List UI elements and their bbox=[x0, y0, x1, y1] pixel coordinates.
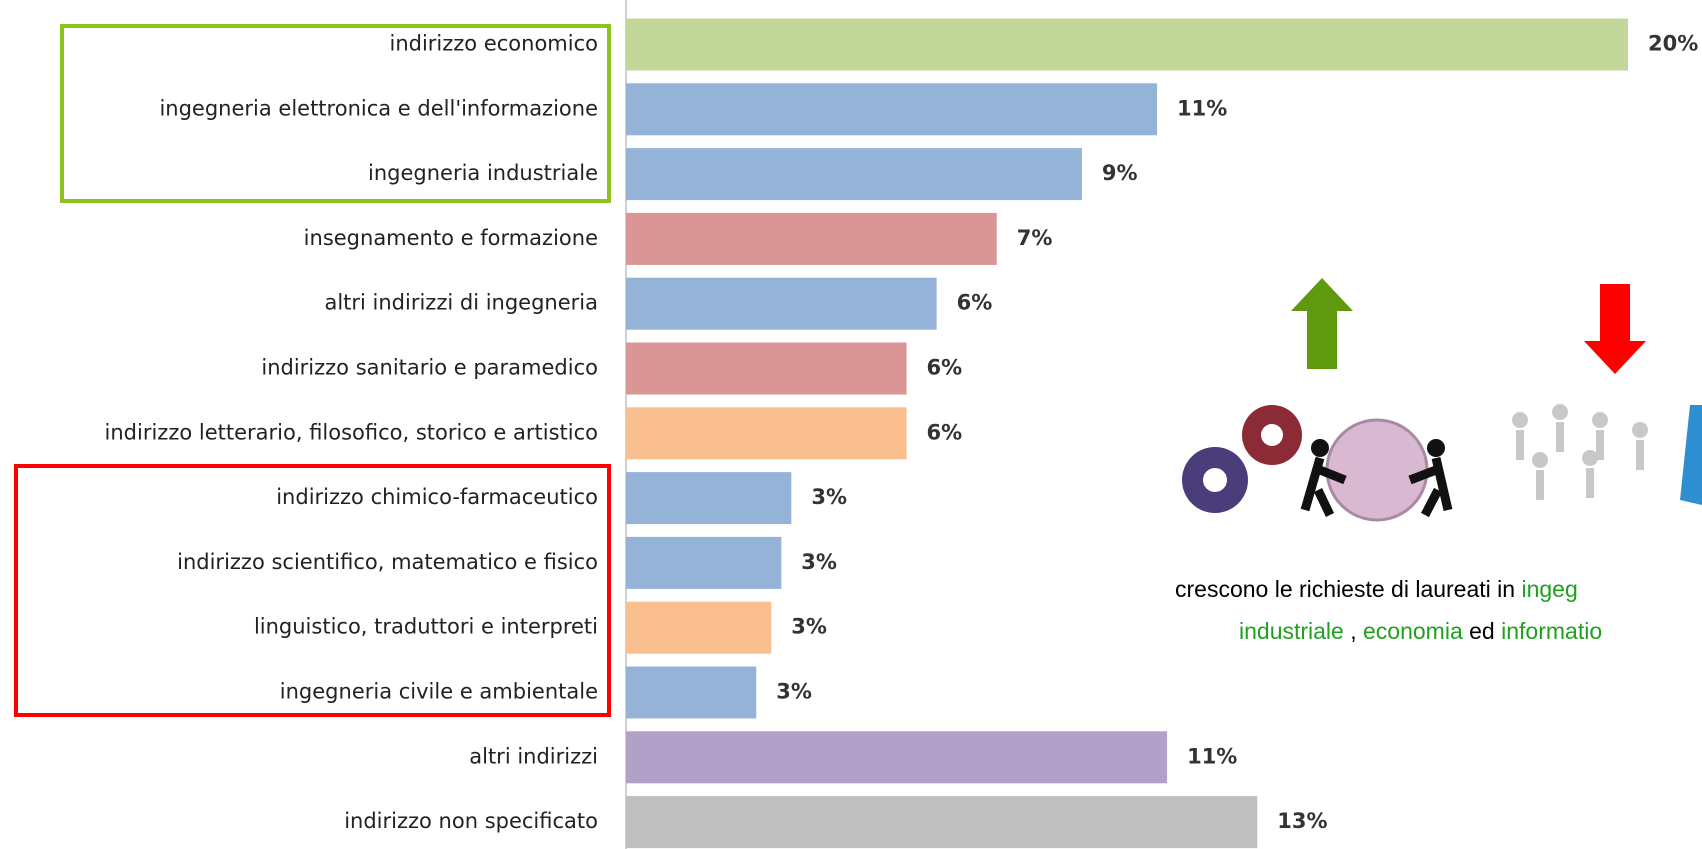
value-label: 11% bbox=[1187, 744, 1237, 768]
bar bbox=[626, 148, 1082, 201]
value-label: 6% bbox=[927, 356, 963, 380]
category-label: altri indirizzi di ingegneria bbox=[324, 291, 598, 315]
value-label: 3% bbox=[811, 485, 847, 509]
category-label: indirizzo sanitario e paramedico bbox=[261, 356, 598, 380]
illustration bbox=[1182, 404, 1702, 522]
annotation-text: industriale bbox=[1239, 618, 1344, 644]
bar bbox=[626, 666, 757, 719]
category-label: indirizzo chimico-farmaceutico bbox=[276, 485, 598, 509]
category-label: ingegneria civile e ambientale bbox=[280, 680, 598, 704]
category-label: indirizzo letterario, filosofico, storic… bbox=[105, 420, 598, 444]
value-label: 6% bbox=[957, 291, 993, 315]
value-label: 11% bbox=[1177, 96, 1227, 120]
category-label: ingegneria elettronica e dell'informazio… bbox=[159, 96, 598, 120]
annotation-line: industriale , economia ed informatio bbox=[1175, 610, 1702, 652]
bar bbox=[626, 18, 1628, 71]
down-arrow bbox=[1584, 284, 1646, 374]
annotation: crescono le richieste di laureati in ing… bbox=[1175, 568, 1702, 652]
bar bbox=[626, 277, 937, 330]
value-label: 3% bbox=[791, 615, 827, 639]
value-label: 20% bbox=[1648, 32, 1698, 56]
category-label: indirizzo non specificato bbox=[344, 809, 598, 833]
bar bbox=[626, 536, 782, 589]
group-box bbox=[14, 464, 611, 717]
bar bbox=[626, 796, 1258, 849]
annotation-text: economia bbox=[1363, 618, 1463, 644]
bar bbox=[626, 407, 907, 460]
value-label: 3% bbox=[801, 550, 837, 574]
annotation-line: crescono le richieste di laureati in ing… bbox=[1175, 568, 1702, 610]
bar bbox=[626, 601, 772, 654]
value-label: 7% bbox=[1017, 226, 1053, 250]
bar bbox=[626, 342, 907, 395]
annotation-text: , bbox=[1343, 618, 1364, 644]
value-label: 6% bbox=[927, 420, 963, 444]
category-label: indirizzo scientifico, matematico e fisi… bbox=[177, 550, 598, 574]
bar bbox=[626, 83, 1158, 136]
annotation-text: informatio bbox=[1501, 618, 1603, 644]
category-label: indirizzo economico bbox=[389, 32, 598, 56]
bar bbox=[626, 731, 1168, 784]
group-box bbox=[60, 24, 611, 203]
annotation-text: ingeg bbox=[1521, 576, 1578, 602]
category-label: ingegneria industriale bbox=[368, 161, 598, 185]
bar bbox=[626, 212, 997, 265]
category-label: linguistico, traduttori e interpreti bbox=[254, 615, 598, 639]
category-label: insegnamento e formazione bbox=[304, 226, 598, 250]
value-label: 3% bbox=[776, 680, 812, 704]
annotation-text: crescono le richieste di laureati in bbox=[1175, 576, 1522, 602]
value-label: 9% bbox=[1102, 161, 1138, 185]
category-label: altri indirizzi bbox=[469, 744, 598, 768]
value-label: 13% bbox=[1277, 809, 1327, 833]
bar bbox=[626, 472, 792, 525]
up-arrow bbox=[1291, 278, 1353, 369]
annotation-text: ed bbox=[1462, 618, 1502, 644]
